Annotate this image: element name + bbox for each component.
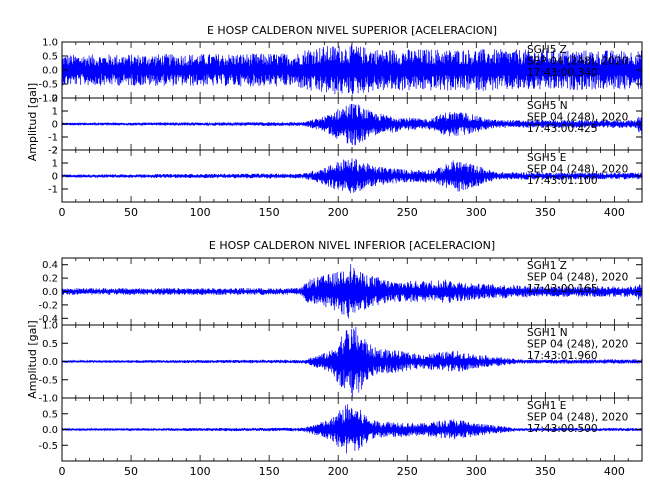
x-tick-label: 400 (604, 465, 625, 478)
station-time-label: 17:43:00.165 (527, 283, 598, 295)
y-tick-label: 0.0 (42, 287, 58, 298)
y-tick-label: 0.0 (42, 357, 58, 368)
station-channel-label: SGH1 E (527, 400, 566, 412)
chart-1: E HOSP CALDERON NIVEL SUPERIOR [ACELERAC… (26, 24, 643, 219)
y-tick-label: 1.0 (42, 38, 58, 49)
x-tick-label: 350 (535, 206, 556, 219)
y-tick-label: -0.5 (38, 375, 58, 386)
y-tick-label: -2 (48, 146, 58, 157)
y-tick-label: -1.0 (38, 394, 58, 405)
y-tick-label: 2 (52, 146, 58, 157)
trace-line (61, 104, 643, 146)
y-tick-label: 0.0 (42, 66, 58, 77)
y-axis-label: Amplitud [gal] (26, 83, 39, 161)
chart-2: E HOSP CALDERON NIVEL INFERIOR [ACELERAC… (26, 239, 643, 478)
y-tick-label: 0 (52, 172, 58, 183)
station-date-label: SEP 04 (248), 2020 (527, 412, 628, 424)
station-date-label: SEP 04 (248), 2020 (527, 56, 628, 68)
x-tick-label: 200 (328, 465, 349, 478)
trace-line (61, 158, 643, 194)
x-tick-label: 350 (535, 465, 556, 478)
trace-line (61, 326, 643, 398)
y-tick-label: 0.5 (42, 409, 58, 420)
x-tick-label: 200 (328, 206, 349, 219)
station-channel-label: SGH5 E (527, 152, 566, 164)
x-tick-label: 0 (59, 206, 66, 219)
x-tick-label: 100 (190, 465, 211, 478)
y-tick-label: 1 (52, 159, 58, 170)
x-tick-label: 400 (604, 206, 625, 219)
station-channel-label: SGH1 N (527, 327, 568, 339)
y-tick-label: -0.5 (38, 441, 58, 452)
trace-line (61, 264, 643, 319)
station-time-label: 17:43:00.340 (527, 67, 598, 79)
x-tick-label: 100 (190, 206, 211, 219)
y-tick-label: 0.5 (42, 52, 58, 63)
x-tick-label: 150 (259, 206, 280, 219)
chart-title: E HOSP CALDERON NIVEL SUPERIOR [ACELERAC… (207, 24, 497, 37)
y-tick-label: 0.0 (42, 425, 58, 436)
x-tick-label: 50 (124, 465, 138, 478)
station-date-label: SEP 04 (248), 2020 (527, 339, 628, 351)
station-channel-label: SGH5 N (527, 100, 568, 112)
trace-line (61, 44, 643, 95)
y-tick-label: -1 (48, 185, 58, 196)
y-tick-label: -0.4 (38, 314, 58, 325)
trace-line (61, 404, 643, 454)
station-time-label: 17:43:00.425 (527, 123, 598, 135)
x-tick-label: 150 (259, 465, 280, 478)
y-tick-label: 0.2 (42, 274, 58, 285)
x-tick-label: 0 (59, 465, 66, 478)
x-tick-label: 300 (466, 206, 487, 219)
station-date-label: SEP 04 (248), 2020 (527, 164, 628, 176)
station-time-label: 17:43:01.100 (527, 175, 598, 187)
station-channel-label: SGH5 Z (527, 44, 567, 56)
y-tick-label: -0.2 (38, 300, 58, 311)
x-tick-label: 300 (466, 465, 487, 478)
y-tick-label: 1.0 (42, 321, 58, 332)
y-tick-label: 0.5 (42, 339, 58, 350)
x-tick-label: 250 (397, 465, 418, 478)
y-tick-label: -1 (48, 133, 58, 144)
station-time-label: 17:43:01.960 (527, 350, 598, 362)
station-channel-label: SGH1 Z (527, 260, 567, 272)
chart-title: E HOSP CALDERON NIVEL INFERIOR [ACELERAC… (209, 239, 495, 252)
y-tick-label: 0.4 (42, 260, 58, 271)
y-tick-label: -1.0 (38, 94, 58, 105)
x-tick-label: 50 (124, 206, 138, 219)
station-date-label: SEP 04 (248), 2020 (527, 112, 628, 124)
y-tick-label: 1 (52, 107, 58, 118)
y-axis-label: Amplitud [gal] (26, 320, 39, 398)
y-tick-label: -0.5 (38, 80, 58, 91)
station-time-label: 17:43:00.500 (527, 423, 598, 435)
x-tick-label: 250 (397, 206, 418, 219)
y-tick-label: 0 (52, 120, 58, 131)
station-date-label: SEP 04 (248), 2020 (527, 272, 628, 284)
y-tick-label: 2 (52, 94, 58, 105)
